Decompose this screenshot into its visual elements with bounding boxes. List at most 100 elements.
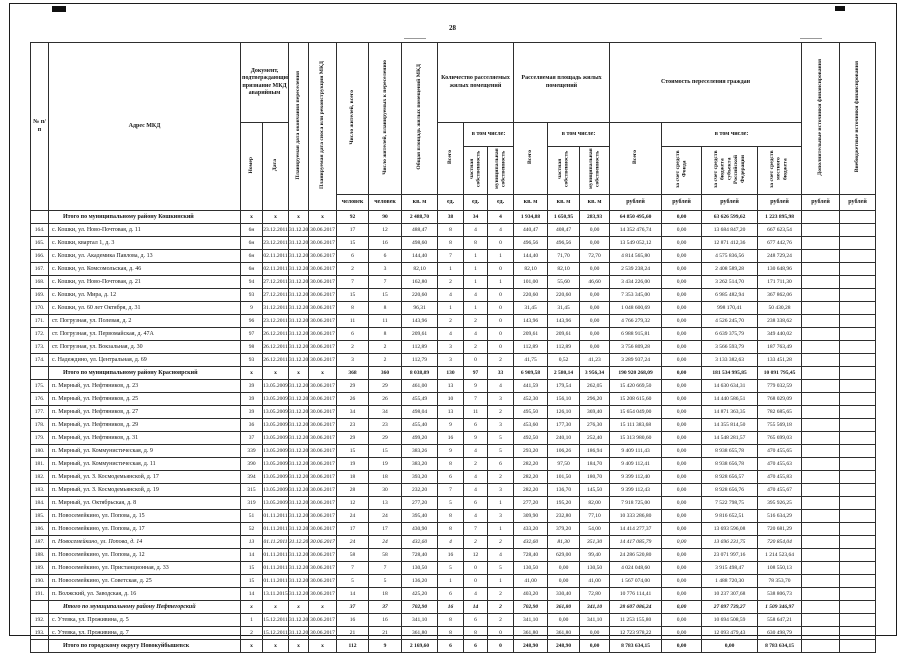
col-group-area-including: в том числе: [547, 122, 611, 147]
cell: 0,00 [579, 223, 611, 238]
address-cell: п. Мирный, ул. З. Космодемьянской, д. 19 [48, 483, 241, 498]
cell: 0,00 [661, 574, 703, 589]
cell: 4 [437, 535, 465, 550]
table-row: 171. ст. Погрузная, ул. Полевая, д. 2 96 23… [30, 314, 877, 329]
cell [839, 457, 877, 472]
cell: 0,00 [547, 613, 581, 628]
total-row: Итого по муниципальному району Нефтегорс… [30, 600, 877, 615]
cell: 0,00 [661, 210, 703, 225]
cell: 341,10 [579, 613, 611, 628]
cell: 2 [487, 613, 515, 628]
cell: х [308, 210, 338, 225]
cell: 276,30 [579, 418, 611, 433]
cell: 165. [30, 236, 49, 251]
cell: 1 214 523,64 [757, 548, 803, 563]
cell: 14 [336, 587, 370, 602]
cell [839, 262, 877, 277]
cell: 3 133 382,63 [701, 353, 759, 368]
col-header-residents-planned: Число жителей, планируемых к переселению [368, 41, 403, 196]
cell: 72,80 [579, 587, 611, 602]
cell: 15.12.2011 [261, 626, 290, 641]
cell: х [288, 366, 310, 381]
cell: 408,47 [547, 223, 581, 238]
cell: 1 [437, 574, 465, 589]
cell: 24 [368, 535, 403, 550]
cell [801, 522, 841, 537]
cell: х [240, 366, 263, 381]
address-cell: с. Надеждино, ул. Центральная, д. 69 [48, 353, 241, 368]
cell: 220,60 [513, 288, 549, 303]
col-header-cost-total: Всего [609, 121, 663, 196]
cell [801, 444, 841, 459]
cell: 10 091 795,45 [757, 366, 803, 381]
cell: 6н [240, 262, 263, 277]
unit-area-total: кв. м [513, 194, 549, 212]
cell: 5 [368, 574, 403, 589]
cell: 24 286 520,80 [609, 548, 663, 563]
cell: 425,20 [401, 587, 439, 602]
cell: 72,70 [579, 249, 611, 264]
cell: 0 [463, 561, 489, 576]
cell: 0,00 [661, 418, 703, 433]
cell: 30.06.2017 [308, 548, 338, 563]
cell: 11 [463, 405, 489, 420]
cell: 27 097 739,27 [701, 600, 759, 615]
cell: 7 353 345,00 [609, 288, 663, 303]
cell: 0,00 [661, 587, 703, 602]
cell: 2 [487, 470, 515, 485]
cell: 19 [336, 457, 370, 472]
unit-area-municipal: кв. м [579, 194, 611, 212]
cell: 189. [30, 561, 49, 576]
cell: 30.06.2017 [308, 249, 338, 264]
cell: 39 [240, 392, 263, 407]
cell: 1 [487, 574, 515, 589]
cell: 97,50 [547, 457, 581, 472]
cell: 41,75 [513, 353, 549, 368]
scan-artifact [404, 38, 426, 39]
cell: 341,10 [513, 613, 549, 628]
cell: 4 [463, 470, 489, 485]
cell: 6 [463, 418, 489, 433]
cell [839, 431, 877, 446]
col-header-count-municipal: муниципальная собственность [487, 145, 515, 196]
unit-count-private: ед. [463, 194, 489, 212]
cell: 9 [240, 301, 263, 316]
cell: 319 [240, 496, 263, 511]
cell: 6 [463, 613, 489, 628]
table-row: 183. п. Мирный, ул. З. Космодемьянской, д… [30, 483, 877, 498]
table-row: 185. п. Новосемейкино, ул. Попова, д. 15 5… [30, 509, 877, 524]
table-row: 178. п. Мирный, ул. Нефтяников, д. 29 36 13… [30, 418, 877, 433]
cell [801, 639, 841, 653]
cell: 395 926,25 [757, 496, 803, 511]
cell: 2 408 589,28 [701, 262, 759, 277]
cell: 8 783 634,15 [757, 639, 803, 653]
cell: 30.06.2017 [308, 496, 338, 511]
cell: 13 693 596,08 [701, 522, 759, 537]
cell: 0,00 [661, 639, 703, 653]
address-cell: п. Мирный, ул. Нефтяников, д. 25 [48, 392, 241, 407]
cell: 7 [437, 249, 465, 264]
cell [839, 548, 877, 563]
cell [839, 366, 877, 381]
cell: 23.12.2011 [261, 314, 290, 329]
cell: 13.05.2009 [261, 444, 290, 459]
cell: 126,10 [547, 405, 581, 420]
unit-mkd-area: кв. м [401, 194, 439, 212]
cell: 6 [437, 470, 465, 485]
cell: 34 [336, 405, 370, 420]
scan-artifact [800, 38, 822, 39]
cell: 15.12.2011 [261, 613, 290, 628]
cell: 0,00 [661, 366, 703, 381]
cell [801, 327, 841, 342]
cell: 41,00 [579, 574, 611, 589]
cell: 4 814 565,80 [609, 249, 663, 264]
cell: 395,40 [401, 509, 439, 524]
cell: 192. [30, 613, 49, 628]
cell: 677 442,76 [757, 236, 803, 251]
cell: 30.06.2017 [308, 327, 338, 342]
cell: 282,20 [513, 483, 549, 498]
cell [839, 327, 877, 342]
